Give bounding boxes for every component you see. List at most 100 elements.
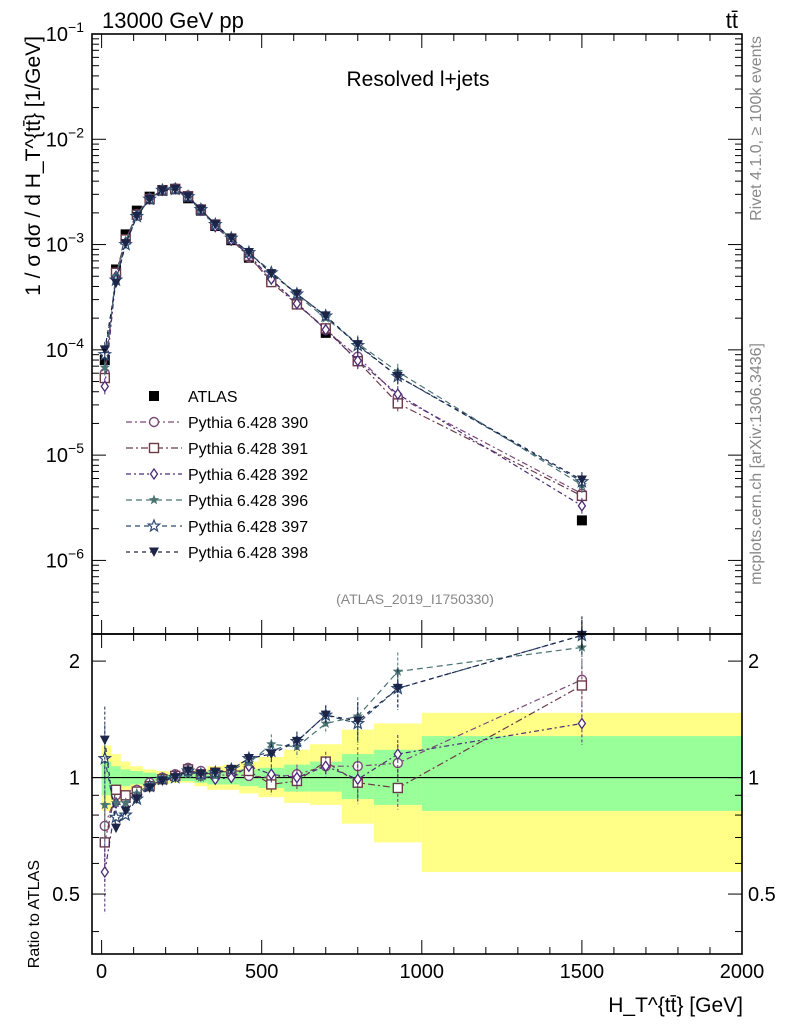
legend-label: Pythia 6.428 390 xyxy=(188,415,308,432)
ratio-data-point xyxy=(108,809,124,824)
ratio-data-point xyxy=(243,754,254,764)
main-data-point xyxy=(243,248,254,258)
ratio-series-group xyxy=(97,616,590,914)
main-data-point xyxy=(352,340,363,350)
legend-marker xyxy=(149,391,159,401)
ratio-data-point xyxy=(110,784,122,795)
plot-title: Resolved l+jets xyxy=(347,68,490,91)
legend-entry: Pythia 6.428 392 xyxy=(126,467,308,484)
ratio-plot-frame xyxy=(91,633,743,955)
main-data-point xyxy=(226,233,237,244)
ratio-data-point xyxy=(353,773,363,786)
main-data-point xyxy=(99,362,110,372)
ratio-y-tick-label: 0.5 xyxy=(52,884,80,906)
main-data-point xyxy=(577,499,587,512)
process-label: tt̄ xyxy=(726,8,738,33)
ratio-data-point xyxy=(144,783,155,793)
main-y-tick-label: 10−3 xyxy=(46,230,84,257)
ratio-data-point xyxy=(195,769,206,780)
main-data-point xyxy=(320,311,331,321)
main-data-point xyxy=(576,475,587,486)
ratio-data-point xyxy=(183,766,194,776)
main-data-point xyxy=(321,323,331,336)
main-series-group xyxy=(97,181,590,526)
legend-label: ATLAS xyxy=(188,389,238,406)
x-tick-label: 500 xyxy=(245,961,278,983)
ratio-y-tick-label: 2 xyxy=(69,651,80,673)
main-series-line xyxy=(104,187,583,507)
mcplots-label: mcplots.cern.ch [arXiv:1306.3436] xyxy=(748,343,765,585)
legend-label: Pythia 6.428 398 xyxy=(188,545,308,562)
legend-label: Pythia 6.428 396 xyxy=(188,493,308,510)
ratio-data-point xyxy=(170,773,181,783)
legend-marker xyxy=(148,416,160,428)
main-y-axis-title: 1 / σ dσ / d H_T^{tt̄} [1/GeV] xyxy=(22,36,45,296)
main-data-point xyxy=(120,239,131,249)
legend-entry: Pythia 6.428 397 xyxy=(126,518,308,536)
ratio-data-point xyxy=(210,768,221,778)
ratio-data-point xyxy=(110,797,122,808)
main-y-tick-label: 10−2 xyxy=(46,124,84,151)
main-data-point xyxy=(576,515,587,526)
main-data-point xyxy=(353,354,363,367)
main-series-line xyxy=(104,188,583,483)
ratio-series-line xyxy=(104,684,583,843)
ratio-data-point xyxy=(291,741,303,752)
analysis-label: (ATLAS_2019_I1750330) xyxy=(336,591,494,607)
legend-marker xyxy=(146,518,162,533)
main-y-tick-label: 10−1 xyxy=(46,19,84,46)
legend-marker xyxy=(148,494,160,505)
ratio-data-point xyxy=(292,771,302,784)
main-data-point xyxy=(144,194,155,205)
ratio-data-point xyxy=(291,736,302,747)
x-axis-title: H_T^{tt̄} [GeV] xyxy=(608,994,743,1017)
legend-entry: Pythia 6.428 391 xyxy=(126,441,308,458)
legend-marker xyxy=(149,547,159,557)
main-data-point xyxy=(131,211,142,222)
ratio-data-point xyxy=(111,823,122,834)
main-data-point xyxy=(183,192,194,202)
ratio-data-point xyxy=(120,806,131,816)
green-band-bin xyxy=(101,761,112,796)
main-data-point xyxy=(392,371,403,382)
ratio-data-point xyxy=(226,771,236,784)
ratio-y-axis-title: Ratio to ATLAS xyxy=(26,860,43,968)
main-data-point xyxy=(291,289,302,299)
ratio-data-point xyxy=(577,717,587,730)
ratio-y-tick-label-right: 1 xyxy=(748,768,759,790)
ratio-data-point xyxy=(131,794,142,805)
main-data-point xyxy=(170,184,181,195)
legend-label: Pythia 6.428 397 xyxy=(188,519,308,536)
ratio-data-point xyxy=(576,680,588,691)
legend-label: Pythia 6.428 392 xyxy=(188,467,308,484)
ratio-data-point xyxy=(120,797,131,808)
main-plot-frame xyxy=(91,33,743,635)
legend-marker xyxy=(148,442,160,454)
legend-label: Pythia 6.428 391 xyxy=(188,441,308,458)
main-data-point xyxy=(210,220,221,230)
x-tick-label: 1000 xyxy=(400,961,445,983)
green-band-bin xyxy=(421,736,742,811)
x-tick-label: 1500 xyxy=(560,961,605,983)
main-data-point xyxy=(266,269,277,279)
x-tick-label: 0 xyxy=(96,961,107,983)
ratio-y-tick-label-right: 0.5 xyxy=(748,884,776,906)
axes-group: 10−6 10−5 10−4 10−3 10−2 10−1 0 500 1000 1500 2000… xyxy=(46,19,776,983)
ratio-uncertainty-bands xyxy=(92,712,742,873)
ratio-data-point xyxy=(266,749,277,760)
main-data-point xyxy=(393,387,403,401)
ratio-data-point xyxy=(352,716,363,727)
ratio-y-tick-label: 1 xyxy=(69,768,80,790)
main-data-point xyxy=(157,186,168,196)
main-data-point xyxy=(292,297,302,310)
legend-marker xyxy=(149,467,159,481)
ratio-data-point xyxy=(321,760,331,773)
ratio-data-point xyxy=(226,764,237,775)
ratio-data-point xyxy=(100,865,110,879)
ratio-series-line xyxy=(104,634,583,831)
collision-label: 13000 GeV pp xyxy=(102,8,244,33)
legend-entry: Pythia 6.428 396 xyxy=(126,493,308,510)
main-y-tick-label: 10−6 xyxy=(46,545,84,572)
ratio-data-point xyxy=(392,683,403,694)
